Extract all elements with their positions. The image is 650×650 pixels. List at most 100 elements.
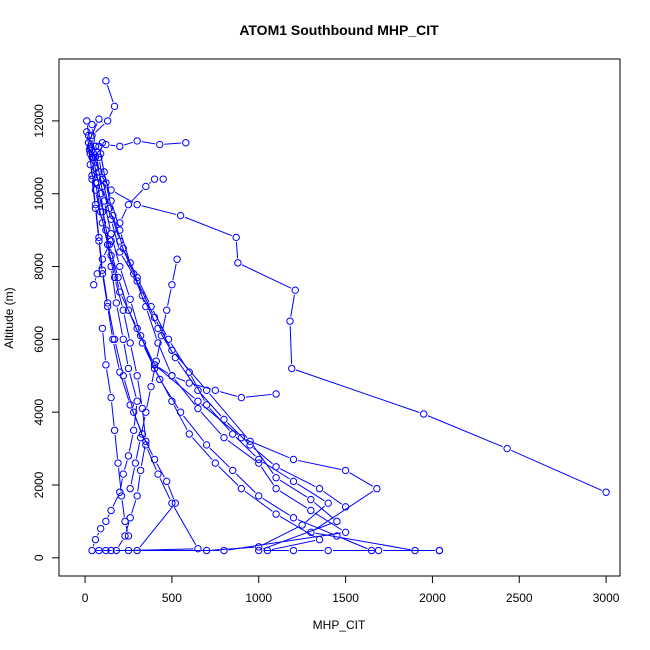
profile-series (83, 128, 202, 555)
data-point (86, 149, 94, 158)
data-point (150, 455, 159, 464)
data-point (228, 430, 237, 438)
data-point (333, 532, 341, 540)
data-point (116, 262, 124, 271)
series-line-segment (193, 383, 212, 390)
series-line-segment (124, 380, 133, 408)
data-point (289, 546, 298, 555)
series-line-segment (120, 376, 130, 401)
data-point (112, 299, 121, 307)
series-line-segment (101, 216, 108, 241)
series-line-segment (131, 500, 137, 514)
data-point (173, 255, 181, 263)
data-point (117, 492, 126, 500)
data-point (202, 386, 211, 395)
data-point (100, 168, 108, 176)
series-line-segment (143, 299, 157, 325)
series-line-segment (158, 366, 169, 374)
series-line-segment (133, 405, 138, 426)
series-line-segment (279, 490, 308, 509)
data-point (116, 142, 124, 151)
series-line-segment (124, 141, 133, 146)
series-line-segment (200, 411, 222, 435)
series-line-segment (149, 181, 152, 184)
data-point (129, 408, 138, 416)
x-axis-label: MHP_CIT (313, 618, 366, 632)
series-line-segment (130, 467, 135, 485)
series-line-segment (106, 369, 111, 394)
data-point (211, 386, 220, 395)
data-point (307, 495, 315, 504)
data-point (291, 286, 299, 294)
series-line-segment (305, 505, 326, 523)
data-point (119, 335, 127, 344)
data-point (142, 182, 150, 191)
data-point (289, 477, 298, 486)
series-line-segment (271, 540, 316, 551)
data-point (129, 426, 138, 435)
y-tick-label: 8000 (32, 253, 46, 280)
data-point (272, 390, 280, 398)
series-line-segment (95, 150, 99, 168)
data-point (367, 546, 376, 555)
series-line-segment (137, 380, 143, 405)
y-tick-label: 4000 (32, 398, 46, 425)
series-line-segment (92, 161, 96, 179)
data-point (154, 339, 162, 347)
series-line-segment (115, 343, 123, 372)
data-point (324, 546, 332, 555)
series-line-segment (151, 365, 156, 383)
series-line-segment (95, 123, 105, 133)
series-line-segment (111, 205, 119, 226)
series-line-segment (108, 249, 115, 274)
series-line-segment (86, 125, 91, 142)
series-line-segment (92, 183, 96, 204)
data-point (126, 514, 134, 522)
series-line-segment (141, 416, 146, 434)
data-point (255, 455, 263, 464)
data-point (124, 306, 133, 314)
profile-series (126, 255, 181, 493)
series-line-segment (191, 437, 213, 461)
series-line-segment (159, 347, 171, 372)
series-line-segment (297, 519, 333, 535)
series-line-segment (156, 463, 165, 478)
series-line-segment (245, 438, 290, 459)
data-point (220, 433, 228, 442)
series-line-segment (99, 150, 104, 168)
series-line-segment (131, 408, 142, 430)
profile-series (90, 153, 376, 555)
data-point (194, 386, 202, 395)
data-point (126, 484, 134, 493)
series-line-segment (211, 546, 255, 551)
data-point (98, 255, 107, 263)
series-line-segment (103, 244, 110, 256)
data-point (83, 117, 91, 125)
series-line-segment (114, 434, 119, 459)
data-point (124, 364, 133, 373)
series-line-segment (131, 189, 144, 202)
data-point (138, 404, 147, 413)
series-line-segment (141, 205, 177, 215)
data-point (152, 357, 160, 365)
data-point (289, 455, 298, 464)
series-line-segment (161, 314, 167, 332)
data-point (286, 317, 294, 325)
profile-series (90, 175, 167, 289)
data-point (126, 339, 134, 347)
series-line-segment (113, 343, 120, 368)
profile-series (95, 142, 350, 511)
data-point (109, 211, 117, 220)
series-line-segment (511, 449, 603, 491)
data-point (142, 408, 150, 416)
series-line-segment (219, 391, 238, 397)
data-point (110, 426, 119, 435)
data-point (194, 397, 202, 405)
data-point (307, 506, 315, 515)
data-point (237, 393, 246, 402)
data-point (116, 248, 124, 256)
profile-series (150, 361, 280, 402)
series-line-segment (146, 310, 158, 339)
series-line-segment (102, 278, 108, 303)
data-point (116, 488, 124, 496)
